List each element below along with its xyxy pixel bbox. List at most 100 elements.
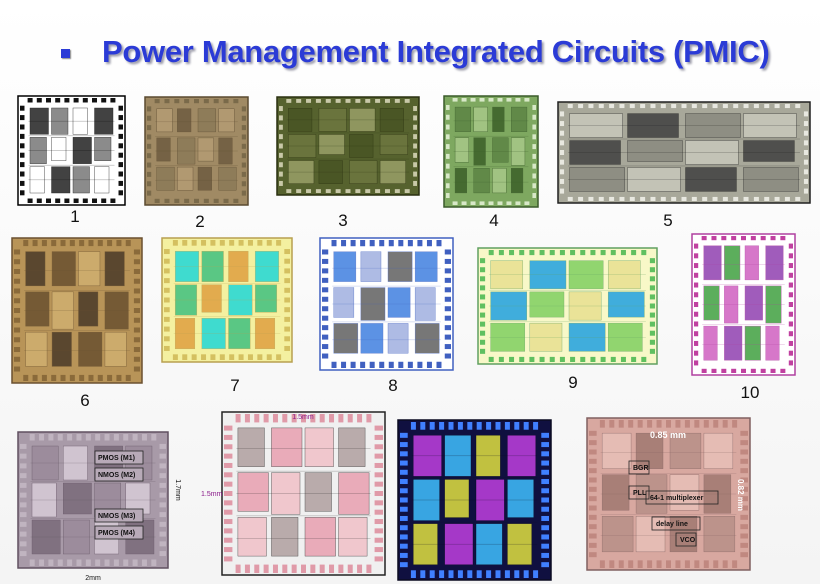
bond-pad bbox=[461, 201, 467, 205]
bond-pad bbox=[681, 196, 687, 201]
circuit-block bbox=[511, 106, 528, 132]
chip-image bbox=[443, 95, 539, 208]
bond-pad bbox=[322, 306, 329, 312]
chip-image bbox=[477, 247, 658, 365]
bond-pad bbox=[609, 560, 615, 568]
bond-pad bbox=[118, 143, 123, 149]
circuit-block bbox=[177, 108, 192, 133]
bond-pad bbox=[694, 360, 699, 366]
bond-pad bbox=[14, 356, 21, 362]
circuit-block bbox=[669, 474, 700, 511]
bond-pad bbox=[486, 570, 492, 578]
bond-pad bbox=[164, 99, 170, 104]
bond-pad bbox=[345, 99, 351, 103]
bond-pad bbox=[154, 99, 160, 104]
bond-pad bbox=[20, 512, 27, 518]
bond-pad bbox=[533, 422, 539, 430]
image-annotation: 0.85 mm bbox=[650, 430, 686, 440]
bond-pad bbox=[541, 562, 549, 568]
bond-pad bbox=[560, 188, 565, 194]
circuit-block bbox=[601, 474, 630, 511]
bond-pad bbox=[244, 414, 250, 423]
bond-pad bbox=[532, 193, 536, 199]
bond-pad bbox=[788, 302, 793, 307]
circuit-block bbox=[333, 251, 357, 282]
bond-pad bbox=[60, 374, 66, 381]
bond-pad bbox=[740, 552, 748, 558]
chip-number: 10 bbox=[741, 383, 760, 402]
bond-pad bbox=[711, 236, 717, 241]
bond-pad bbox=[444, 277, 451, 283]
bond-pad bbox=[266, 354, 272, 360]
bond-pad bbox=[590, 356, 596, 362]
bond-pad bbox=[284, 287, 290, 293]
bond-pad bbox=[691, 196, 697, 201]
bond-pad bbox=[740, 524, 748, 530]
bond-pad bbox=[347, 414, 353, 423]
bond-pad bbox=[497, 98, 503, 102]
bond-pad bbox=[567, 196, 573, 201]
bond-pad bbox=[541, 515, 549, 521]
bond-pad bbox=[532, 124, 536, 130]
bond-pad bbox=[20, 105, 25, 111]
bond-pad bbox=[241, 125, 246, 131]
bond-pad bbox=[420, 570, 426, 578]
bond-pad bbox=[598, 196, 604, 201]
circuit-block bbox=[201, 284, 222, 313]
bond-pad bbox=[407, 240, 413, 247]
bond-pad bbox=[374, 434, 383, 440]
bond-pad bbox=[159, 453, 166, 459]
bond-pad bbox=[238, 240, 244, 246]
bond-pad bbox=[315, 99, 321, 103]
bond-pad bbox=[194, 198, 199, 203]
bond-pad bbox=[641, 356, 647, 362]
bond-pad bbox=[788, 350, 793, 356]
bond-pad bbox=[656, 420, 662, 428]
bond-pad bbox=[457, 570, 463, 578]
bond-pad bbox=[480, 294, 486, 300]
bond-pad bbox=[721, 236, 727, 241]
circuit-block bbox=[156, 108, 173, 133]
bond-pad bbox=[446, 163, 450, 169]
bond-pad bbox=[413, 171, 417, 177]
bond-pad bbox=[388, 361, 394, 368]
bond-pad bbox=[532, 134, 536, 140]
bond-pad bbox=[446, 144, 450, 150]
circuit-block bbox=[444, 479, 470, 518]
circuit-block bbox=[387, 323, 409, 354]
circuit-block bbox=[765, 325, 780, 361]
bond-pad bbox=[413, 124, 417, 130]
circuit-block bbox=[744, 245, 759, 281]
bond-pad bbox=[413, 134, 417, 140]
bond-pad bbox=[279, 152, 283, 158]
bond-pad bbox=[48, 434, 54, 441]
bond-pad bbox=[436, 240, 442, 247]
bond-pad bbox=[296, 189, 302, 193]
bond-pad bbox=[14, 327, 21, 333]
bond-pad bbox=[426, 361, 432, 368]
bond-pad bbox=[82, 98, 88, 103]
bond-pad bbox=[488, 356, 494, 362]
image-annotation: 1.5mm bbox=[292, 414, 314, 421]
circuit-block bbox=[743, 140, 795, 162]
bond-pad bbox=[649, 330, 655, 336]
bond-pad bbox=[803, 159, 808, 165]
bond-pad bbox=[133, 317, 140, 323]
bond-pad bbox=[315, 189, 321, 193]
bond-pad bbox=[67, 559, 73, 566]
bond-pad bbox=[32, 374, 38, 381]
bond-pad bbox=[649, 276, 655, 282]
bond-pad bbox=[712, 104, 718, 109]
bond-pad bbox=[732, 420, 738, 428]
bond-pad bbox=[694, 253, 699, 259]
circuit-block bbox=[492, 137, 509, 163]
bond-pad bbox=[107, 374, 113, 381]
bond-pad bbox=[803, 140, 808, 146]
bond-pad bbox=[598, 104, 604, 109]
bond-pad bbox=[79, 374, 85, 381]
bond-pad bbox=[532, 114, 536, 120]
bond-pad bbox=[347, 564, 353, 573]
bond-pad bbox=[740, 514, 748, 520]
bond-pad bbox=[436, 361, 442, 368]
bond-pad bbox=[374, 453, 383, 459]
